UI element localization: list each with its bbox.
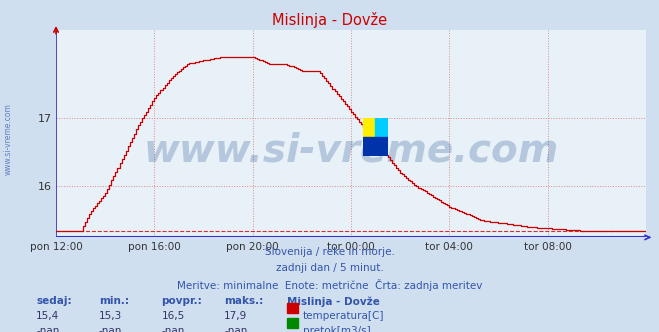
Text: -nan: -nan xyxy=(36,326,59,332)
Text: Mislinja - Dovže: Mislinja - Dovže xyxy=(287,296,380,307)
Text: 15,3: 15,3 xyxy=(99,311,122,321)
Text: Slovenija / reke in morje.: Slovenija / reke in morje. xyxy=(264,247,395,257)
Text: 17,9: 17,9 xyxy=(224,311,247,321)
Text: 16,5: 16,5 xyxy=(161,311,185,321)
Text: sedaj:: sedaj: xyxy=(36,296,72,306)
Text: zadnji dan / 5 minut.: zadnji dan / 5 minut. xyxy=(275,263,384,273)
Text: Mislinja - Dovže: Mislinja - Dovže xyxy=(272,12,387,28)
Text: temperatura[C]: temperatura[C] xyxy=(303,311,385,321)
Text: www.si-vreme.com: www.si-vreme.com xyxy=(143,131,559,169)
Text: www.si-vreme.com: www.si-vreme.com xyxy=(3,104,13,175)
Text: min.:: min.: xyxy=(99,296,129,306)
Text: 15,4: 15,4 xyxy=(36,311,59,321)
Text: -nan: -nan xyxy=(99,326,122,332)
Text: -nan: -nan xyxy=(161,326,185,332)
Text: pretok[m3/s]: pretok[m3/s] xyxy=(303,326,371,332)
Text: -nan: -nan xyxy=(224,326,247,332)
Text: povpr.:: povpr.: xyxy=(161,296,202,306)
Text: Meritve: minimalne  Enote: metrične  Črta: zadnja meritev: Meritve: minimalne Enote: metrične Črta:… xyxy=(177,279,482,291)
Text: maks.:: maks.: xyxy=(224,296,264,306)
